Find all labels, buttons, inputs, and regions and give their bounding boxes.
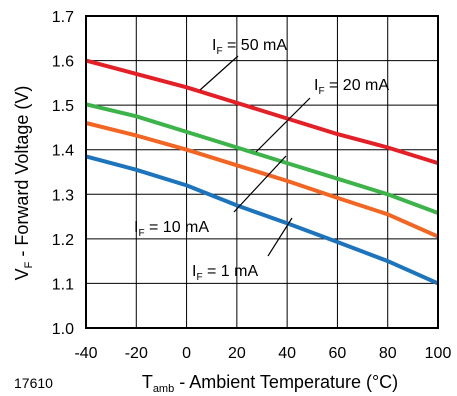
series-label-2: IF = 10 mA bbox=[134, 219, 209, 239]
series-label-rest: = 50 mA bbox=[223, 37, 288, 54]
y-tick-label: 1.4 bbox=[52, 143, 74, 160]
y-tick-label: 1.3 bbox=[52, 187, 74, 204]
x-tick-labels: -40 -20 0 20 40 60 80 100 bbox=[74, 345, 451, 362]
series-line-2 bbox=[85, 121, 439, 239]
y-tick-label: 1.6 bbox=[52, 54, 74, 71]
y-axis-label-rest: - Forward Voltage (V) bbox=[12, 86, 32, 262]
series-layer bbox=[85, 58, 439, 286]
x-axis-label-rest: - Ambient Temperature (°C) bbox=[174, 372, 398, 392]
series-label-rest: = 20 mA bbox=[325, 77, 390, 94]
series-label-rest: = 1 mA bbox=[203, 263, 259, 280]
series-label-0: IF = 50 mA bbox=[212, 37, 287, 57]
y-tick-label: 1.0 bbox=[52, 321, 74, 338]
x-tick-label: 60 bbox=[329, 345, 347, 362]
y-axis-label: VF - Forward Voltage (V) bbox=[12, 86, 35, 281]
series-line-1 bbox=[85, 102, 439, 215]
label-leader-line bbox=[199, 55, 239, 91]
y-tick-label: 1.2 bbox=[52, 232, 74, 249]
x-tick-label: -20 bbox=[125, 345, 148, 362]
label-leader-line bbox=[255, 97, 311, 153]
series-label-sub: F bbox=[318, 86, 324, 97]
series-label-sub: F bbox=[216, 46, 222, 57]
series-label-main: I bbox=[134, 219, 138, 236]
series-label-1: IF = 20 mA bbox=[314, 77, 389, 97]
y-tick-labels: 1.0 1.1 1.2 1.3 1.4 1.5 1.6 1.7 bbox=[52, 9, 74, 338]
series-label-main: I bbox=[314, 77, 318, 94]
figure-number: 17610 bbox=[14, 375, 53, 391]
x-tick-label: 20 bbox=[228, 345, 246, 362]
label-leader-line bbox=[267, 217, 293, 257]
x-axis-label-main: T bbox=[142, 372, 153, 392]
x-tick-label: -40 bbox=[74, 345, 97, 362]
x-tick-label: 80 bbox=[379, 345, 397, 362]
series-label-main: I bbox=[192, 263, 196, 280]
x-tick-label: 40 bbox=[278, 345, 296, 362]
y-axis-label-main: V bbox=[12, 268, 32, 280]
series-line-3 bbox=[85, 154, 439, 286]
label-leader-line bbox=[233, 155, 287, 213]
series-label-sub: F bbox=[138, 228, 144, 239]
x-tick-label: 100 bbox=[425, 345, 452, 362]
x-axis-label: Tamb - Ambient Temperature (°C) bbox=[142, 372, 398, 395]
grid bbox=[85, 15, 439, 329]
series-label-rest: = 10 mA bbox=[145, 219, 210, 236]
x-tick-label: 0 bbox=[182, 345, 191, 362]
series-label-sub: F bbox=[196, 272, 202, 283]
plot-frame bbox=[85, 15, 439, 329]
y-axis-label-sub: F bbox=[23, 261, 35, 268]
y-tick-label: 1.5 bbox=[52, 98, 74, 115]
y-tick-label: 1.7 bbox=[52, 9, 74, 26]
series-line-0 bbox=[85, 58, 439, 166]
y-tick-label: 1.1 bbox=[52, 276, 74, 293]
series-label-main: I bbox=[212, 37, 216, 54]
x-axis-label-sub: amb bbox=[153, 383, 174, 395]
series-label-3: IF = 1 mA bbox=[192, 263, 258, 283]
